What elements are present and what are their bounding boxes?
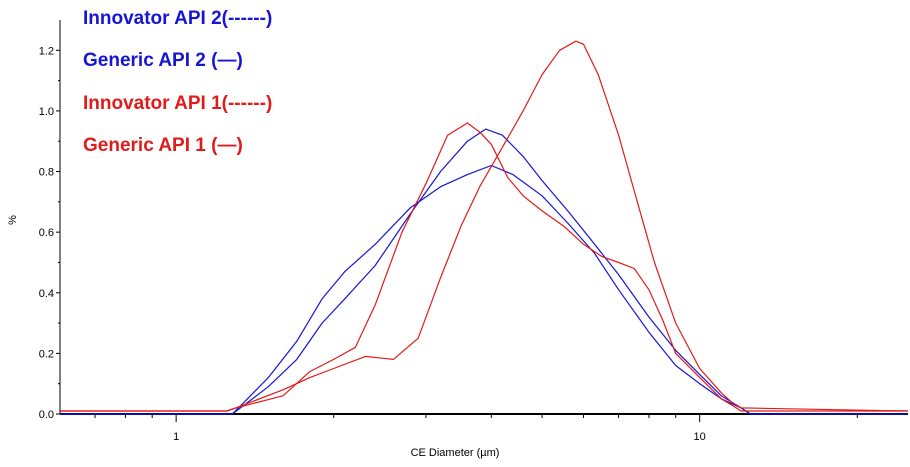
y-tick-label: 0.0 <box>39 409 54 421</box>
chart-series-group <box>60 40 909 415</box>
y-tick-label: 0.6 <box>39 227 54 239</box>
x-tick-label: 1 <box>173 431 179 443</box>
y-tick-label: 0.2 <box>39 348 54 360</box>
x-tick-label: 10 <box>694 431 706 443</box>
legend-entry-generic-api-1: Generic API 1 (—) <box>83 135 243 156</box>
y-tick-label: 0.8 <box>39 167 54 179</box>
series-line-0 <box>60 164 908 415</box>
series-line-2 <box>60 122 908 412</box>
y-tick-label: 0.4 <box>39 288 54 300</box>
series-line-1 <box>60 128 908 415</box>
y-tick-label: 1.2 <box>39 45 54 57</box>
series-line-3 <box>60 40 909 412</box>
y-tick-label: 1.0 <box>39 106 54 118</box>
chart-axes: 0.0 0.2 0.4 0.6 0.8 1.0 1.2 1 10 <box>39 20 908 443</box>
legend-entry-generic-api-2: Generic API 2 (—) <box>83 50 243 71</box>
x-axis-label: CE Diameter (µm) <box>410 447 500 459</box>
legend-entry-innovator-api-2: Innovator API 2(------) <box>83 8 273 29</box>
y-axis-label: % <box>6 215 19 225</box>
legend-entry-innovator-api-1: Innovator API 1(------) <box>83 93 273 114</box>
